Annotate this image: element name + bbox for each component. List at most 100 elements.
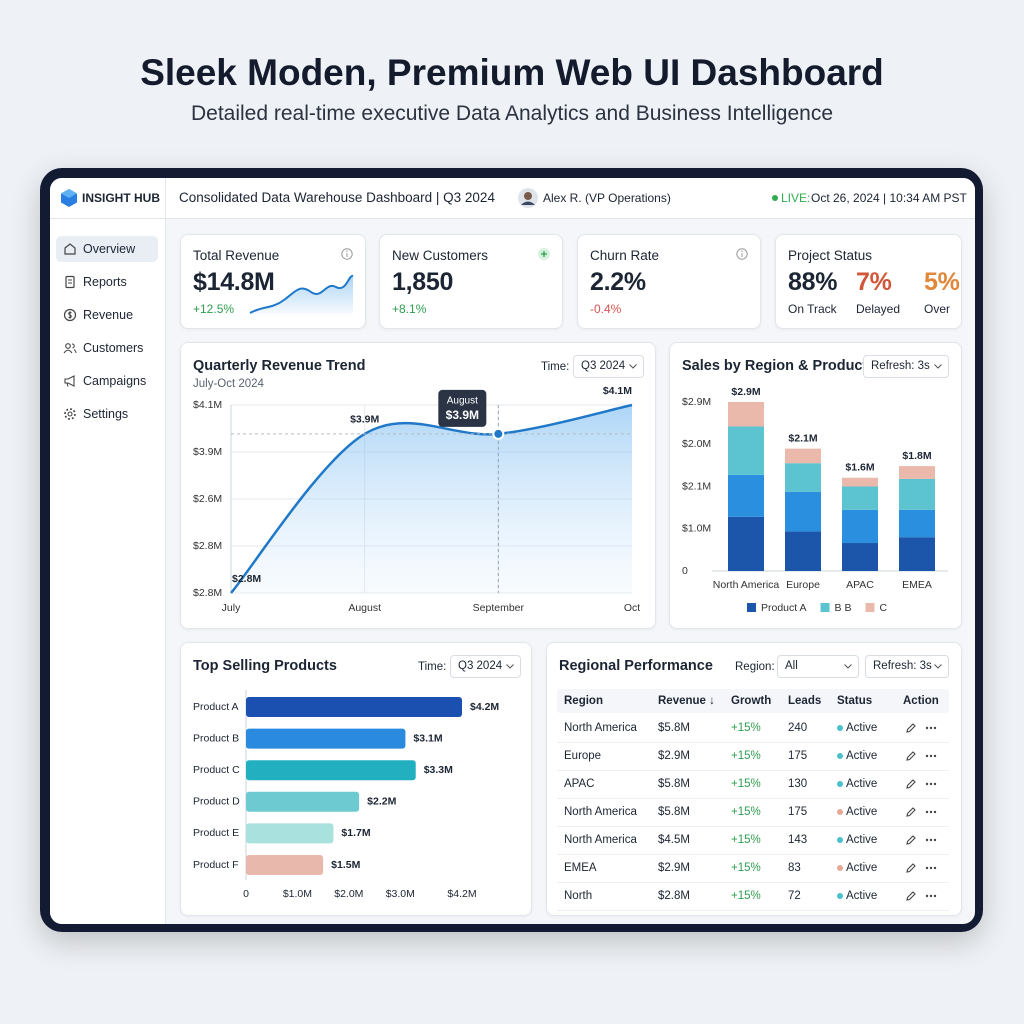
table-row[interactable]: North America $5.8M +15% 240 Active bbox=[557, 714, 949, 743]
nav-icon bbox=[63, 308, 77, 322]
nav-icon bbox=[64, 243, 76, 255]
control-label: Time: bbox=[418, 661, 447, 673]
dropdown[interactable]: All bbox=[777, 655, 859, 678]
column-header: Revenue ↓ bbox=[658, 695, 715, 707]
nav-item[interactable]: Campaigns bbox=[56, 368, 158, 394]
info-icon[interactable] bbox=[736, 248, 748, 260]
edit-icon bbox=[906, 863, 916, 873]
dropdown-value: Q3 2024 bbox=[458, 660, 503, 672]
nav-item[interactable]: Settings bbox=[56, 401, 158, 427]
nav-icon bbox=[64, 408, 76, 420]
live-dot bbox=[772, 195, 778, 201]
status-label: On Track bbox=[788, 302, 837, 316]
dashboard-title: Consolidated Data Warehouse Dashboard | … bbox=[179, 190, 495, 205]
kpi-change: -0.4% bbox=[590, 302, 622, 316]
cell: $2.8M bbox=[658, 890, 690, 902]
chart-subtitle: July-Oct 2024 bbox=[193, 378, 264, 390]
nav-icon bbox=[63, 343, 77, 354]
nav-icon bbox=[65, 275, 75, 289]
status: Active bbox=[846, 778, 878, 790]
more-icon bbox=[925, 894, 937, 898]
nav-item[interactable]: Revenue bbox=[56, 302, 158, 328]
kpi-value: 2.2% bbox=[590, 268, 646, 296]
dropdown-value: Refresh: 3s bbox=[871, 360, 930, 372]
nav-label: Settings bbox=[83, 407, 129, 421]
cell: +15% bbox=[731, 778, 761, 790]
column-header: Leads bbox=[788, 695, 822, 707]
cell: 175 bbox=[788, 750, 808, 762]
status-dot bbox=[837, 837, 843, 843]
cell: +15% bbox=[731, 862, 761, 874]
table-header-bg bbox=[557, 689, 949, 713]
chart-card: Quarterly Revenue Trend July-Oct 2024 Ti… bbox=[180, 342, 656, 629]
user-name[interactable]: Alex R. (VP Operations) bbox=[543, 191, 671, 205]
table-row[interactable]: APAC $5.8M +15% 130 Active bbox=[557, 770, 949, 799]
page-subtitle: Detailed real-time executive Data Analyt… bbox=[190, 102, 833, 125]
nav-icon bbox=[64, 375, 75, 387]
nav-label: Revenue bbox=[83, 308, 134, 322]
chart-title: Top Selling Products bbox=[193, 658, 337, 674]
cell: +15% bbox=[731, 834, 761, 846]
status-dot bbox=[837, 865, 843, 871]
dropdown[interactable]: Q3 2024 bbox=[573, 355, 644, 378]
column-header: Growth bbox=[731, 695, 772, 707]
topbar: INSIGHT HUB Consolidated Data Warehouse … bbox=[50, 178, 975, 219]
cell: +15% bbox=[731, 806, 761, 818]
column-header: Region bbox=[564, 695, 603, 707]
divider bbox=[165, 178, 166, 218]
avatar[interactable] bbox=[518, 188, 538, 208]
kpi-value: 1,850 bbox=[392, 268, 454, 296]
cell: North bbox=[564, 890, 593, 902]
status-dot bbox=[837, 753, 843, 759]
cell: $5.8M bbox=[658, 806, 690, 818]
nav-label: Reports bbox=[83, 275, 127, 289]
table-row[interactable]: North America $4.5M +15% 143 Active bbox=[557, 826, 949, 855]
status-value: 88% bbox=[788, 268, 838, 296]
dropdown[interactable]: Refresh: 3s bbox=[865, 655, 949, 678]
status-dot bbox=[837, 809, 843, 815]
nav-item[interactable]: Reports bbox=[56, 269, 158, 295]
table-row[interactable]: Europe $2.9M +15% 175 Active bbox=[557, 742, 949, 771]
cell: 83 bbox=[788, 862, 801, 874]
cell: North America bbox=[564, 806, 637, 818]
add-icon[interactable] bbox=[538, 248, 550, 260]
filter-label: Region: bbox=[735, 661, 775, 673]
cell: $5.8M bbox=[658, 722, 690, 734]
dropdown[interactable]: Refresh: 3s bbox=[863, 355, 949, 378]
column-header: Status bbox=[837, 695, 873, 707]
kpi-card: New Customers 1,850 +8.1% bbox=[379, 234, 563, 329]
cell: North America bbox=[564, 722, 637, 734]
more-icon bbox=[925, 866, 937, 870]
status-value: 5% bbox=[924, 268, 960, 296]
more-icon bbox=[925, 726, 937, 730]
table-row[interactable]: EMEA $2.9M +15% 83 Active bbox=[557, 854, 949, 883]
nav-item[interactable]: Overview bbox=[56, 236, 158, 262]
cell: 175 bbox=[788, 806, 808, 818]
status-dot bbox=[837, 893, 843, 899]
kpi-label: Churn Rate bbox=[590, 248, 660, 263]
sidebar bbox=[50, 219, 166, 924]
table-row[interactable]: North America $5.8M +15% 175 Active bbox=[557, 798, 949, 827]
nav-label: Campaigns bbox=[83, 374, 147, 388]
nav-label: Overview bbox=[83, 242, 136, 256]
kpi-value: $14.8M bbox=[193, 268, 275, 296]
cell: 240 bbox=[788, 722, 808, 734]
more-icon bbox=[925, 810, 937, 814]
cell: 72 bbox=[788, 890, 801, 902]
more-icon bbox=[925, 782, 937, 786]
dropdown[interactable]: Q3 2024 bbox=[450, 655, 521, 678]
status: Active bbox=[846, 862, 878, 874]
info-icon[interactable] bbox=[341, 248, 353, 260]
nav-item[interactable]: Customers bbox=[56, 335, 158, 361]
edit-icon bbox=[906, 779, 916, 789]
cell: $2.9M bbox=[658, 862, 690, 874]
chart-title: Sales by Region & Product bbox=[682, 358, 868, 374]
dropdown-value: Refresh: 3s bbox=[873, 660, 932, 672]
status-dot bbox=[837, 781, 843, 787]
edit-icon bbox=[906, 891, 916, 901]
cell: $2.9M bbox=[658, 750, 690, 762]
cell: EMEA bbox=[564, 862, 597, 874]
table-row[interactable]: North $2.8M +15% 72 Active bbox=[557, 882, 949, 911]
cell: APAC bbox=[564, 778, 595, 790]
